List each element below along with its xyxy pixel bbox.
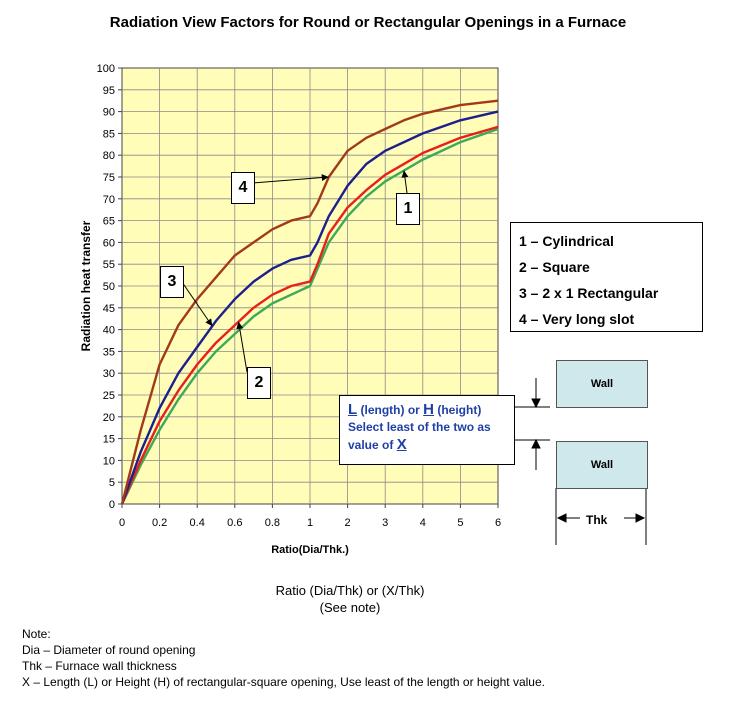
x-note-line3: value of X xyxy=(348,436,506,454)
note-dia: Dia – Diameter of round opening xyxy=(22,643,196,657)
series-line-3 xyxy=(120,110,499,505)
y-tick-label: 75 xyxy=(103,172,115,184)
callout-1: 1 xyxy=(396,193,420,225)
caption-line2: (See note) xyxy=(319,600,381,615)
thk-label: Thk xyxy=(586,513,608,527)
y-tick-label: 50 xyxy=(103,281,115,293)
x-tick-label: 6 xyxy=(495,517,501,529)
callout-arrow-2 xyxy=(238,321,248,373)
callout-4: 4 xyxy=(231,172,255,204)
callout-arrow-2-head xyxy=(236,321,244,330)
x-note-l-text: (length) or xyxy=(357,403,424,417)
x-tick-label: 1 xyxy=(307,517,313,529)
y-tick-label: 70 xyxy=(103,194,115,206)
x-note-h: H xyxy=(423,401,435,418)
callout-3: 3 xyxy=(160,266,184,298)
series-line-2 xyxy=(120,125,499,505)
legend-item-1: 1 – Cylindrical xyxy=(519,233,614,249)
y-tick-label: 0 xyxy=(109,499,115,511)
legend-item-3: 3 – 2 x 1 Rectangular xyxy=(519,285,659,301)
y-tick-label: 40 xyxy=(103,325,115,337)
chart-title: Radiation View Factors for Round or Rect… xyxy=(109,14,627,31)
y-tick-label: 80 xyxy=(103,150,115,162)
legend-item-2: 2 – Square xyxy=(519,259,590,275)
y-axis-label: Radiation heat transfer xyxy=(79,220,93,351)
wall-dimension-arrows xyxy=(515,378,647,545)
y-tick-label: 45 xyxy=(103,303,115,315)
y-tick-label: 30 xyxy=(103,368,115,380)
x-note-line2: Select least of the two as xyxy=(348,420,491,434)
x-tick-label: 0.2 xyxy=(152,517,167,529)
y-tick-label: 35 xyxy=(103,346,115,358)
wall-bottom: Wall xyxy=(556,441,648,489)
x-tick-label: 0.6 xyxy=(227,517,242,529)
y-tick-label: 20 xyxy=(103,412,115,424)
y-tick-label: 100 xyxy=(97,63,115,75)
y-tick-label: 95 xyxy=(103,85,115,97)
y-axis-ticks: 0 5 10 15 20 25 30 35 40 45 50 55 60 65 70 75 80 85 90 95 10… xyxy=(97,63,122,511)
y-tick-label: 25 xyxy=(103,390,115,402)
x-note-line3-text: value of xyxy=(348,438,397,452)
y-tick-label: 90 xyxy=(103,107,115,119)
series-line-4 xyxy=(120,99,499,505)
note-thk: Thk – Furnace wall thickness xyxy=(22,659,177,673)
x-axis-ticks: 0 0.2 0.4 0.6 0.8 1 2 3 4 5 6 xyxy=(119,504,501,529)
x-axis-label: Ratio(Dia/Thk.) xyxy=(271,544,349,556)
callout-arrow-1-head xyxy=(401,170,409,178)
series-line-1 xyxy=(120,127,499,505)
note-x: X – Length (L) or Height (H) of rectangu… xyxy=(22,675,545,689)
x-tick-label: 0.8 xyxy=(265,517,280,529)
x-note-l: L xyxy=(348,401,358,418)
y-tick-label: 85 xyxy=(103,128,115,140)
note-heading: Note: xyxy=(22,627,51,641)
x-tick-label: 0.4 xyxy=(190,517,205,529)
x-note-x: X xyxy=(396,436,407,453)
legend-item-4: 4 – Very long slot xyxy=(519,311,635,327)
legend: 1 – Cylindrical 2 – Square 3 – 2 x 1 Rec… xyxy=(510,222,703,332)
y-tick-label: 5 xyxy=(109,477,115,489)
x-note-line1: L (length) or H (height) xyxy=(348,401,506,419)
y-tick-label: 55 xyxy=(103,259,115,271)
caption-line1: Ratio (Dia/Thk) or (X/Thk) xyxy=(275,583,425,598)
callout-arrow-3-head xyxy=(205,318,213,327)
y-tick-label: 60 xyxy=(103,237,115,249)
callout-arrows xyxy=(181,170,409,373)
x-tick-label: 2 xyxy=(345,517,351,529)
wall-top: Wall xyxy=(556,360,648,408)
x-tick-label: 4 xyxy=(420,517,426,529)
x-tick-label: 3 xyxy=(382,517,388,529)
x-tick-label: 0 xyxy=(119,517,125,529)
callout-2: 2 xyxy=(247,367,271,399)
ratio-caption: Ratio (Dia/Thk) or (X/Thk) (See note) xyxy=(230,582,470,616)
x-note-h-text: (height) xyxy=(434,403,482,417)
series-lines xyxy=(120,99,499,505)
y-tick-label: 65 xyxy=(103,216,115,228)
callout-arrow-3 xyxy=(181,281,213,327)
x-tick-label: 5 xyxy=(457,517,463,529)
callout-arrow-4 xyxy=(252,176,329,184)
x-definition-note: L (length) or H (height) Select least of… xyxy=(339,395,515,465)
grid-lines xyxy=(122,68,498,504)
callout-arrow-4-head xyxy=(321,174,329,182)
y-tick-label: 15 xyxy=(103,434,115,446)
y-tick-label: 10 xyxy=(103,455,115,467)
notes: Note: Dia – Diameter of round opening Th… xyxy=(22,626,545,690)
